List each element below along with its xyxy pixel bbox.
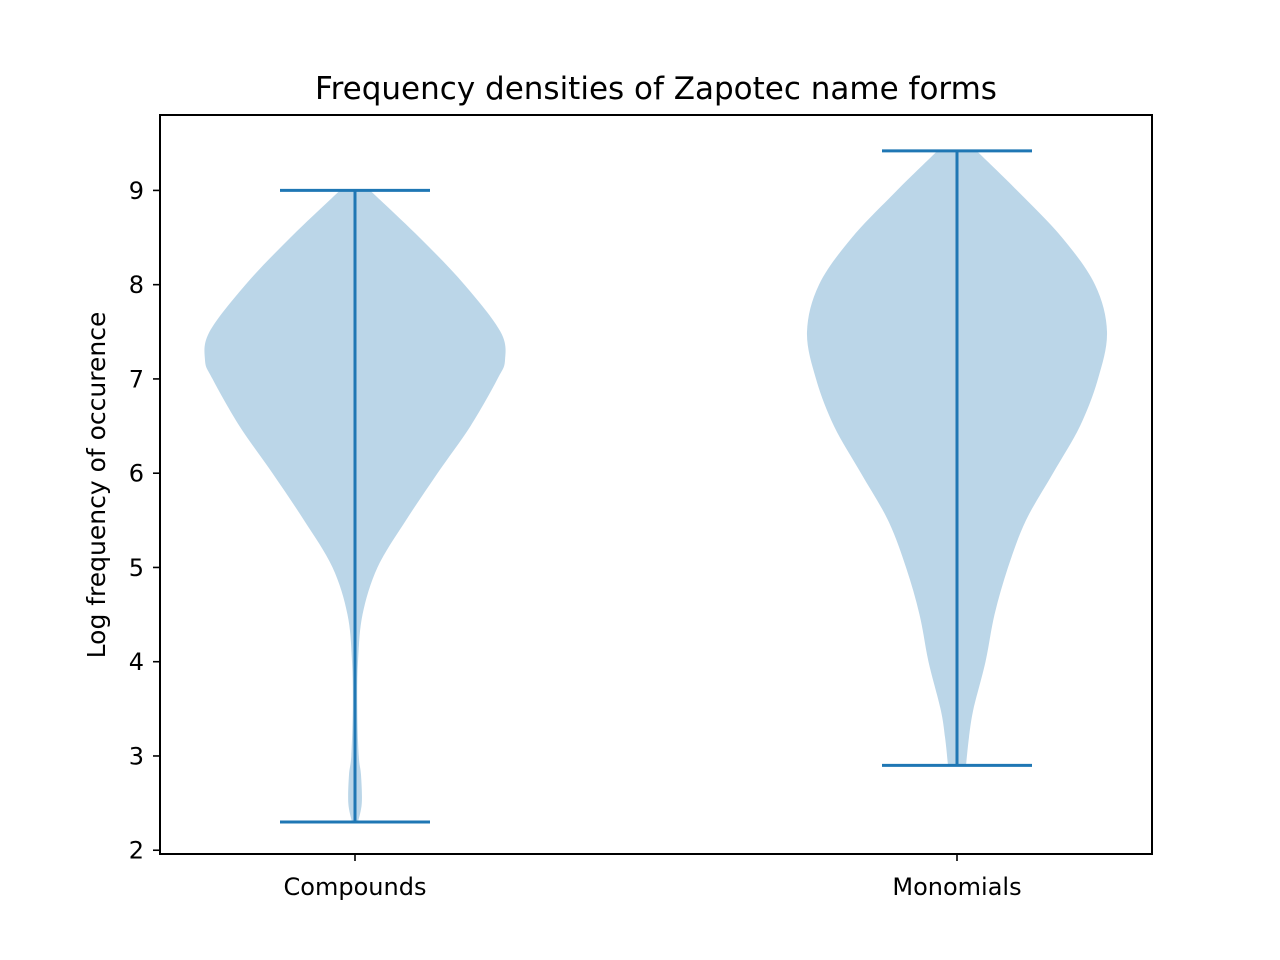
y-tick-label: 6 (129, 460, 144, 488)
y-axis-ticks: 2 3 4 5 6 7 8 9 (129, 177, 160, 865)
y-tick-label: 4 (129, 648, 144, 676)
y-tick-label: 3 (129, 742, 144, 770)
y-tick-label: 7 (129, 365, 144, 393)
y-tick-label: 5 (129, 554, 144, 582)
violin-layer (204, 149, 1108, 824)
y-tick-label: 2 (129, 837, 144, 865)
chart-title: Frequency densities of Zapotec name form… (315, 71, 997, 107)
y-tick-label: 9 (129, 177, 144, 205)
plot-area-frame (159, 114, 1153, 855)
y-axis-label: Log frequency of occurence (82, 312, 111, 659)
x-axis-ticks: Compounds Monomials (284, 854, 1022, 901)
y-tick-label: 8 (129, 271, 144, 299)
x-tick-label: Compounds (284, 873, 427, 901)
x-tick-label: Monomials (892, 873, 1021, 901)
